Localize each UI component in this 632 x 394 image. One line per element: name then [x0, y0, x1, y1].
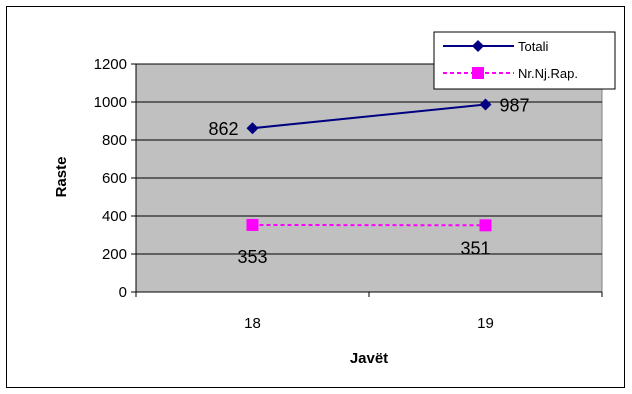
legend-box: [433, 31, 616, 90]
series-layer: 862 987 353 351: [208, 95, 529, 266]
x-tick-label: 18: [244, 315, 261, 332]
gridlines: [136, 63, 602, 255]
data-label: 353: [237, 247, 267, 267]
y-tick-label: 800: [102, 132, 127, 149]
legend-marker-totali: [472, 40, 484, 52]
y-tick-label: 1000: [94, 94, 127, 111]
y-axis-title: Raste: [53, 157, 70, 198]
legend-label-nrnjrap: Nr.Nj.Rap.: [518, 66, 578, 81]
legend-marker-nrnjrap: [472, 67, 484, 79]
x-tick-label: 19: [477, 315, 494, 332]
data-point-marker: [246, 122, 259, 135]
y-tick-label: 200: [102, 246, 127, 263]
x-axis-ticks: 18 19: [135, 292, 603, 332]
data-label: 987: [500, 95, 530, 115]
y-axis-ticks: 0 200 400 600 800 1000 1200: [94, 56, 136, 301]
y-tick-label: 0: [119, 284, 127, 301]
data-label: 862: [208, 119, 238, 139]
data-point-marker: [479, 219, 492, 232]
data-point-marker: [246, 218, 259, 231]
x-axis-title: Javët: [350, 350, 388, 367]
legend-label-totali: Totali: [518, 39, 548, 54]
y-tick-label: 600: [102, 170, 127, 187]
y-tick-label: 1200: [94, 56, 127, 73]
series-line-0: [252, 103, 486, 130]
legend: Totali Nr.Nj.Rap.: [433, 31, 616, 90]
data-label: 351: [460, 238, 490, 258]
data-point-marker: [479, 98, 492, 111]
y-tick-label: 400: [102, 208, 127, 225]
